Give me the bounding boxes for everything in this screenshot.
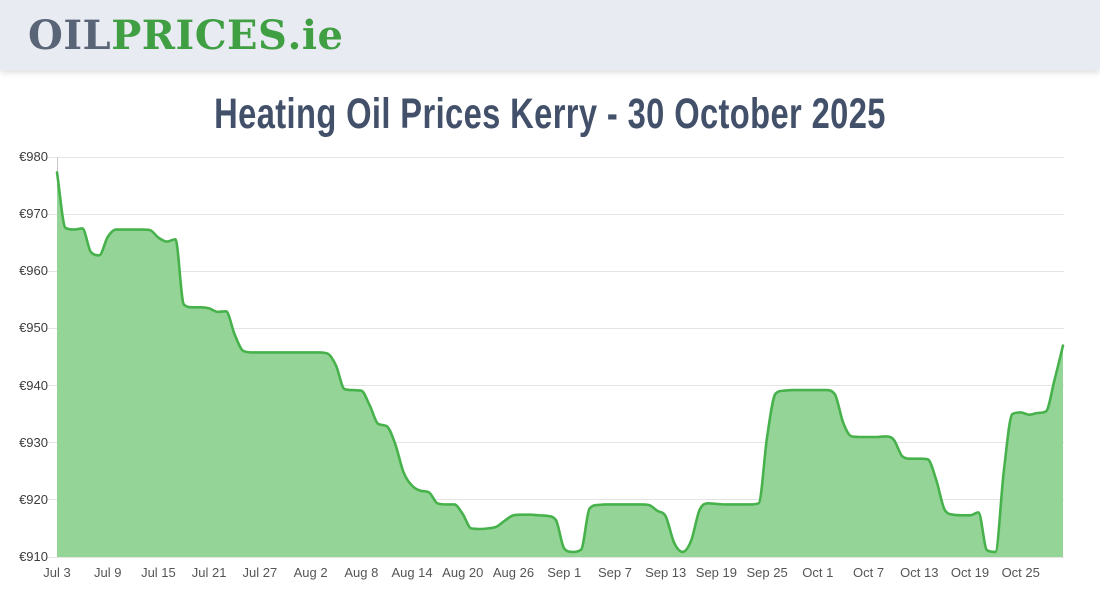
logo-oil-text: OIL	[28, 11, 112, 59]
x-axis-label-oct-19: Oct 19	[950, 565, 990, 580]
gridline-980	[46, 156, 1064, 158]
x-axis-label-sep-19: Sep 19	[695, 565, 737, 580]
gridline-940	[46, 385, 1064, 387]
y-axis-label-940: €940	[19, 377, 48, 393]
x-axis-label-oct-25: Oct 25	[1001, 565, 1040, 580]
price-line	[55, 171, 1065, 554]
gridline-950	[46, 327, 1064, 329]
x-axis-label-sep-13: Sep 13	[645, 565, 687, 580]
x-axis-label-aug-2: Aug 2	[293, 565, 328, 580]
price-area-fill	[57, 172, 1063, 557]
gridline-930	[46, 442, 1064, 444]
logo-ie-text: .ie	[287, 11, 344, 59]
y-axis-label-910: €910	[19, 549, 48, 564]
x-axis-label-sep-25: Sep 25	[746, 565, 788, 580]
x-axis-label-aug-8: Aug 8	[344, 565, 379, 580]
x-axis-label-jul-15: Jul 15	[141, 565, 176, 580]
x-axis-label-aug-26: Aug 26	[492, 565, 535, 580]
y-axis-label-980: €980	[19, 149, 48, 164]
site-logo[interactable]: OIL PRICES .ie	[28, 0, 344, 70]
x-axis-label-aug-14: Aug 14	[391, 565, 433, 580]
x-axis-label-jul-3: Jul 3	[43, 565, 71, 580]
y-axis-label-920: €920	[19, 491, 48, 507]
x-axis-label-jul-9: Jul 9	[93, 565, 122, 580]
y-axis-label-960: €960	[19, 263, 48, 279]
logo-prices-text: PRICES	[111, 11, 288, 59]
y-axis-label-930: €930	[19, 434, 48, 450]
x-axis-label-sep-1: Sep 1	[547, 565, 582, 580]
x-axis-label-oct-7: Oct 7	[853, 565, 885, 580]
x-axis-label-oct-13: Oct 13	[900, 565, 939, 580]
gridline-970	[46, 213, 1064, 215]
x-axis-label-aug-20: Aug 20	[442, 565, 484, 580]
y-axis-label-950: €950	[19, 320, 48, 336]
x-axis-label-sep-7: Sep 7	[597, 565, 632, 580]
page-title: Heating Oil Prices Kerry - 30 October 20…	[214, 90, 886, 138]
x-axis-label-oct-1: Oct 1	[802, 565, 834, 580]
y-axis-label-970: €970	[19, 206, 48, 222]
gridline-960	[46, 270, 1064, 272]
x-axis-label-jul-27: Jul 27	[242, 565, 278, 580]
gridline-920	[46, 499, 1064, 501]
header: OIL PRICES .ie	[0, 0, 1100, 70]
x-axis-label-jul-21: Jul 21	[191, 565, 227, 580]
